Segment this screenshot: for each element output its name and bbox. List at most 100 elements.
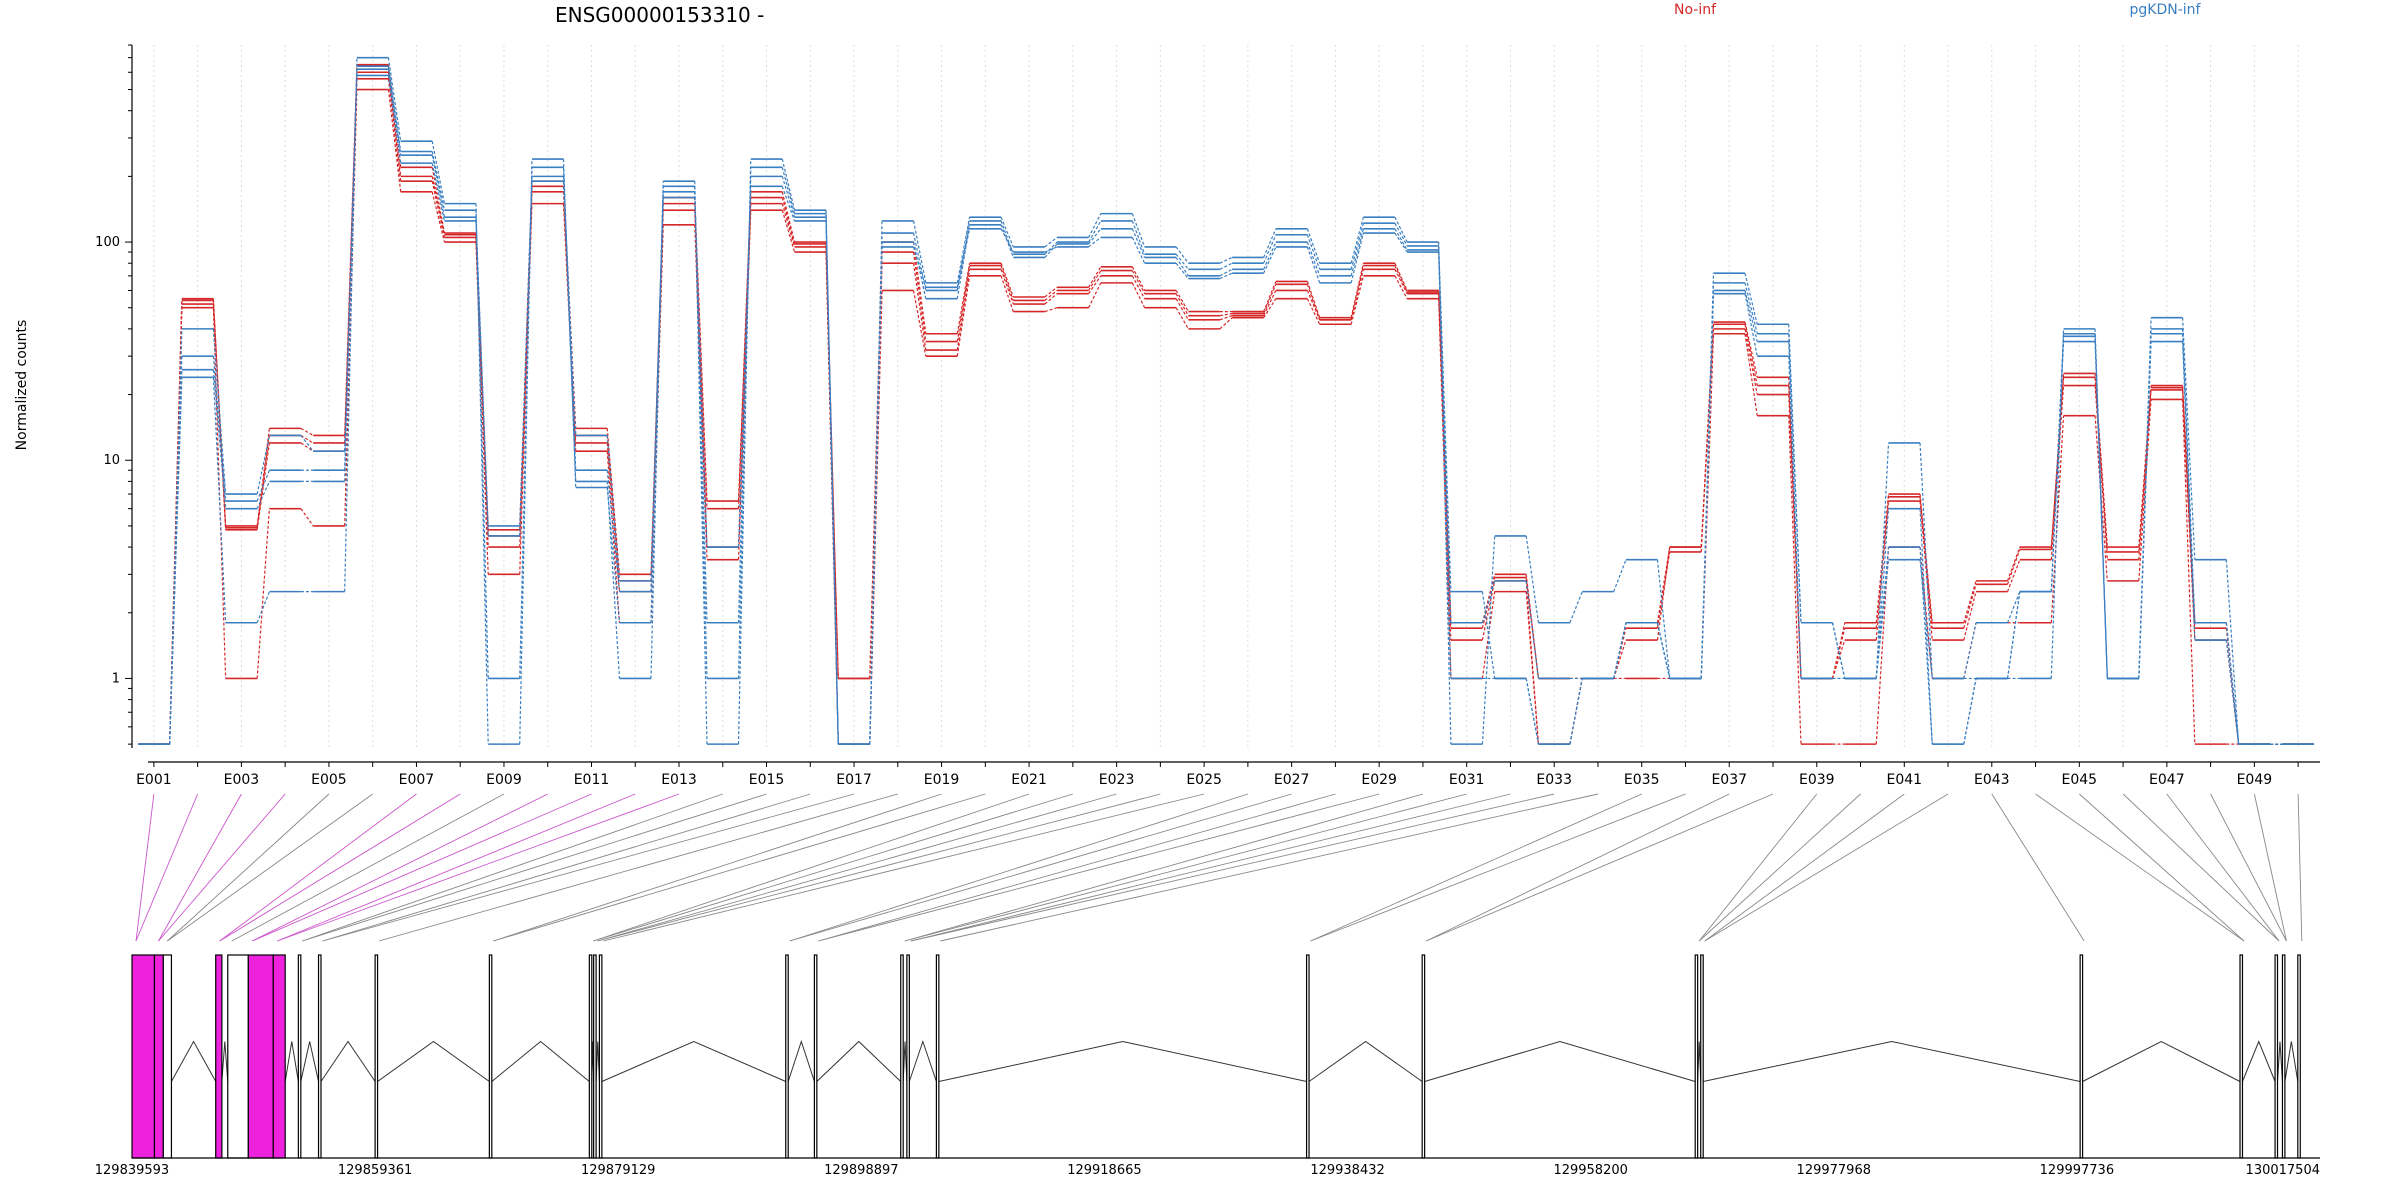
y-axis-label: Normalized counts (14, 320, 30, 451)
series-connector (1088, 270, 1102, 291)
series-connector (1394, 228, 1408, 251)
series-connector (2006, 591, 2021, 623)
series-connector (1744, 290, 1758, 342)
series-connector (431, 191, 446, 243)
exon-connector (277, 793, 680, 942)
exon-connector (940, 793, 1599, 942)
series-connector (1350, 275, 1364, 325)
exon-connector (789, 793, 1249, 942)
series-connector (781, 158, 796, 211)
series-connector (1175, 257, 1189, 277)
exon-tick-label: E049 (2237, 772, 2273, 788)
series-connector (1000, 265, 1014, 301)
series-pgkdn-inf-6 (138, 68, 2314, 745)
series-connector (1306, 228, 1321, 264)
series-connector (1088, 275, 1102, 295)
series-connector (1656, 622, 1671, 679)
series-connector (1919, 496, 1933, 629)
series-connector (1306, 234, 1321, 270)
exon-box (588, 954, 593, 1159)
exon-connector (904, 793, 1424, 942)
series-connector (1131, 220, 1146, 255)
series-connector (1919, 501, 1933, 641)
series-connector (781, 209, 796, 253)
series-connector (825, 217, 839, 745)
series-connector (2006, 591, 2021, 679)
series-connector (1963, 591, 1977, 641)
series-connector (956, 217, 971, 283)
exon-connector (158, 793, 242, 942)
intron (601, 1040, 786, 1082)
series-connector (1394, 222, 1408, 247)
exon-connector (2035, 793, 2245, 942)
series-connector (300, 508, 314, 527)
exon-connector (322, 793, 811, 942)
series-connector (1744, 273, 1758, 325)
series-connector (169, 356, 183, 745)
intron (2284, 1041, 2299, 1082)
exon-connector (910, 793, 1511, 942)
series-connector (1263, 246, 1277, 274)
series-connector (1306, 284, 1321, 321)
intron (320, 1040, 376, 1082)
series-connector (344, 75, 358, 452)
exon-box (2239, 954, 2244, 1159)
exon-connector (2297, 793, 2303, 942)
series-connector (519, 203, 533, 575)
series-connector (1481, 580, 1496, 641)
series-connector (650, 191, 664, 592)
intron (908, 1039, 937, 1082)
series-connector (1263, 241, 1277, 270)
series-connector (912, 246, 927, 288)
coordinate-tick-label: 129938432 (1310, 1163, 1384, 1178)
series-connector (606, 487, 621, 623)
exon-connector (1425, 793, 1730, 942)
series-connector (781, 203, 796, 248)
exon-connector (2210, 793, 2287, 942)
series-connector (1481, 580, 1496, 623)
series-connector (2181, 317, 2196, 560)
exon-tick-label: E039 (1799, 772, 1835, 788)
series-connector (1963, 622, 1977, 679)
exon-tick-label: E001 (136, 772, 172, 788)
series-connector (1175, 290, 1189, 312)
series-pgkdn-inf-4 (138, 56, 2314, 745)
series-pgkdn-inf-5 (138, 65, 2314, 745)
series-connector (912, 241, 927, 334)
series-connector (2138, 387, 2152, 552)
series-connector (1744, 321, 1758, 378)
exon-box (131, 954, 156, 1159)
series-connector (1263, 298, 1277, 319)
exon-box (2297, 954, 2301, 1159)
series-connector (1481, 535, 1496, 745)
exon-box (1305, 954, 1310, 1159)
coordinate-tick-label: 129839593 (95, 1163, 169, 1178)
series-connector (2138, 399, 2152, 581)
exon-tick-label: E041 (1886, 772, 1922, 788)
series-connector (1088, 220, 1102, 243)
series-pgkdn-inf-7 (138, 74, 2314, 745)
exon-tick-label: E025 (1186, 772, 1222, 788)
series-connector (1219, 272, 1233, 280)
series-connector (387, 66, 402, 152)
series-connector (606, 435, 621, 581)
series-connector (650, 181, 664, 623)
series-connector (1000, 224, 1014, 258)
series-connector (2006, 591, 2021, 679)
series-connector (256, 508, 271, 679)
series-connector (2094, 333, 2108, 679)
intron (938, 1040, 1307, 1082)
series-connector (1613, 622, 1627, 679)
y-tick-label: 100 (95, 235, 120, 250)
series-connector (387, 89, 402, 192)
exon-tick-label: E033 (1536, 772, 1572, 788)
series-connector (2181, 399, 2196, 745)
series-connector (212, 377, 227, 623)
exon-connector (597, 793, 1117, 942)
series-connector (1569, 591, 1583, 623)
intron (902, 1041, 908, 1082)
exon-box (153, 954, 164, 1159)
exon-box (906, 954, 910, 1159)
series-connector (1919, 547, 1933, 679)
